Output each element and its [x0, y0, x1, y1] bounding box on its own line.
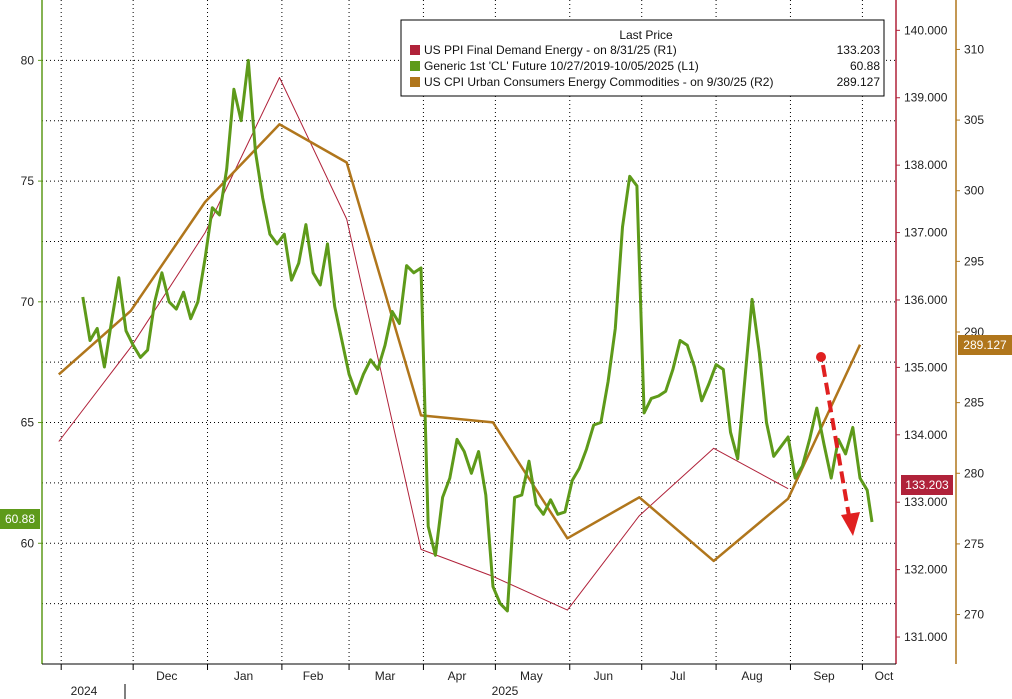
right-1-tick-label: 135.000 — [904, 360, 948, 374]
series-layer — [57, 58, 874, 613]
right-2-tick-label: 305 — [964, 113, 984, 127]
value-tag-cpi-text: 289.127 — [963, 338, 1007, 352]
right-2-tick-label: 295 — [964, 254, 984, 268]
right-1-tick-label: 137.000 — [904, 226, 948, 240]
value-tags: 60.88 133.203 289.127 — [0, 335, 1012, 529]
annotation-arrow-start — [816, 352, 826, 362]
right-2-tick-label: 310 — [964, 42, 984, 56]
right-2-tick-label: 280 — [964, 466, 984, 480]
month-label: Dec — [156, 669, 177, 683]
legend-title: Last Price — [619, 28, 673, 42]
legend-swatch-ppi — [410, 45, 420, 55]
right-1-tick-label: 132.000 — [904, 563, 948, 577]
month-label: Feb — [303, 669, 324, 683]
month-label: Jan — [234, 669, 253, 683]
year-label: 2025 — [492, 684, 519, 698]
right-1-tick-label: 136.000 — [904, 293, 948, 307]
value-tag-cpi — [958, 335, 1012, 355]
legend: Last Price US PPI Final Demand Energy - … — [400, 19, 885, 97]
legend-label-cl: Generic 1st 'CL' Future 10/27/2019-10/05… — [424, 59, 699, 73]
year-label: 2024 — [71, 684, 98, 698]
month-label: Mar — [375, 669, 396, 683]
series-line-l1 — [81, 58, 874, 613]
legend-box — [400, 19, 885, 97]
month-label: Jul — [670, 669, 685, 683]
series-line-r2 — [57, 123, 862, 563]
series-line-r1 — [58, 77, 789, 611]
left-tick-label: 75 — [21, 174, 35, 188]
legend-last-ppi: 133.203 — [837, 43, 881, 57]
right-2-tick-label: 300 — [964, 184, 984, 198]
right-2-tick-label: 275 — [964, 537, 984, 551]
month-label: Sep — [813, 669, 835, 683]
value-tag-cl — [0, 509, 40, 529]
right-1-tick-label: 134.000 — [904, 428, 948, 442]
legend-swatch-cl — [410, 61, 420, 71]
legend-last-cpi: 289.127 — [837, 75, 881, 89]
left-tick-label: 70 — [21, 295, 35, 309]
right-2-tick-label: 270 — [964, 608, 984, 622]
legend-label-ppi: US PPI Final Demand Energy - on 8/31/25 … — [424, 43, 677, 57]
value-tag-cl-text: 60.88 — [5, 512, 35, 526]
legend-label-cpi: US CPI Urban Consumers Energy Commoditie… — [424, 75, 773, 89]
value-tag-ppi — [901, 475, 953, 495]
left-tick-label: 60 — [21, 536, 35, 550]
month-label: May — [520, 669, 543, 683]
annotation-layer — [816, 352, 860, 536]
right-1-tick-label: 139.000 — [904, 91, 948, 105]
right-1-tick-label: 133.000 — [904, 495, 948, 509]
legend-last-cl: 60.88 — [850, 59, 880, 73]
right-1-tick-label: 140.000 — [904, 23, 948, 37]
left-tick-label: 65 — [21, 416, 35, 430]
month-label: Aug — [741, 669, 762, 683]
annotation-arrow-shaft — [821, 364, 851, 517]
annotation-arrow-head — [841, 512, 860, 536]
right-1-tick-label: 131.000 — [904, 630, 948, 644]
value-tag-ppi-text: 133.203 — [905, 478, 949, 492]
month-label: Oct — [875, 669, 894, 683]
right-2-tick-label: 285 — [964, 396, 984, 410]
right-1-tick-label: 138.000 — [904, 158, 948, 172]
left-tick-label: 80 — [21, 53, 35, 67]
legend-swatch-cpi — [410, 77, 420, 87]
month-label: Apr — [448, 669, 467, 683]
month-label: Jun — [594, 669, 613, 683]
